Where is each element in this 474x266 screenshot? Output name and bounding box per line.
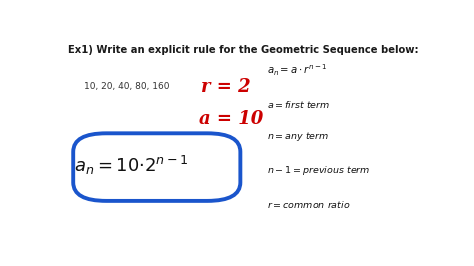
Text: a = 10: a = 10: [199, 110, 263, 128]
Text: $a_n = a \cdot r^{n-1}$: $a_n = a \cdot r^{n-1}$: [267, 62, 328, 78]
Text: $a_n{=}10{\cdot}2^{n-1}$: $a_n{=}10{\cdot}2^{n-1}$: [74, 153, 188, 177]
Text: $a = \mathit{first\ term}$: $a = \mathit{first\ term}$: [267, 99, 330, 110]
Text: 10, 20, 40, 80, 160: 10, 20, 40, 80, 160: [84, 82, 170, 91]
Text: Ex1) Write an explicit rule for the Geometric Sequence below:: Ex1) Write an explicit rule for the Geom…: [68, 45, 418, 55]
Text: $r = \mathit{common\ ratio}$: $r = \mathit{common\ ratio}$: [267, 200, 350, 210]
Text: $n = \mathit{any\ term}$: $n = \mathit{any\ term}$: [267, 130, 329, 143]
Text: $n - 1 = \mathit{previous\ term}$: $n - 1 = \mathit{previous\ term}$: [267, 164, 370, 177]
Text: r = 2: r = 2: [201, 78, 250, 96]
